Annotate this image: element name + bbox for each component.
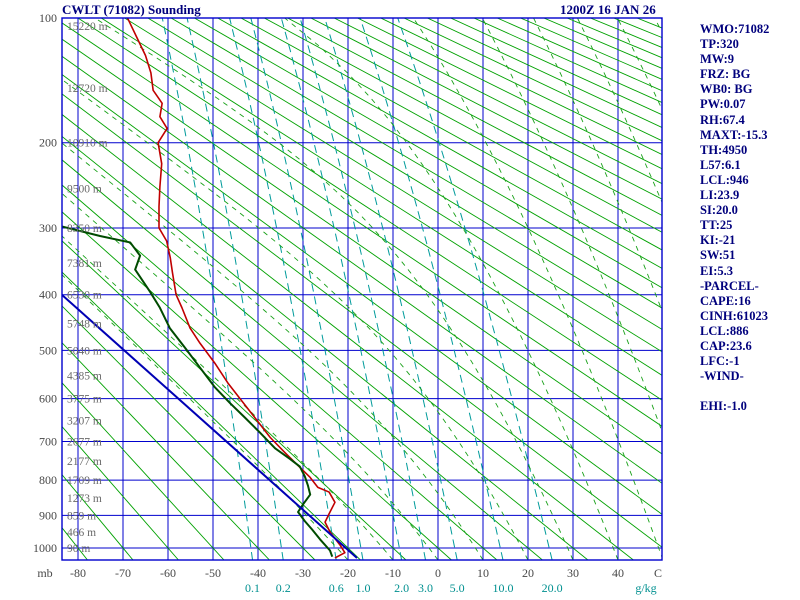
stat-line: SW:51	[700, 248, 736, 263]
tick-label: -30	[295, 566, 311, 580]
tick-label: 200	[39, 136, 57, 150]
tick-label: 30	[567, 566, 579, 580]
tick-label: -40	[250, 566, 266, 580]
teal-label: 0.1	[245, 581, 260, 595]
stat-line: RH:67.4	[700, 112, 745, 127]
tick-label: 0	[435, 566, 441, 580]
chart-datetime: 1200Z 16 JAN 26	[560, 2, 656, 17]
tick-label: 40	[612, 566, 624, 580]
stat-line: MW:9	[700, 52, 735, 67]
height-label: 9500 m	[67, 183, 102, 195]
tick-label: 20	[522, 566, 534, 580]
height-label: 3207 m	[67, 416, 102, 428]
stat-line: MAXT:-15.3	[700, 127, 768, 142]
tick-label: 300	[39, 221, 57, 235]
mixing-ratio-lines	[161, 18, 553, 560]
height-label: 3775 m	[67, 394, 102, 406]
teal-label: 0.6	[329, 581, 344, 595]
teal-label: 5.0	[450, 581, 465, 595]
height-label: 7381 m	[67, 258, 102, 270]
tick-label: 600	[39, 392, 57, 406]
height-label: 2677 m	[67, 436, 102, 448]
tick-label: 500	[39, 343, 57, 357]
teal-label: 0.2	[276, 581, 291, 595]
stat-line: FRZ: BG	[700, 67, 751, 82]
stat-line: LCL:946	[700, 172, 749, 187]
stat-line: L57:6.1	[700, 157, 741, 172]
teal-label: 3.0	[418, 581, 433, 595]
tick-label: -60	[160, 566, 176, 580]
height-label: 1273 m	[67, 493, 102, 505]
tick-label: 800	[39, 473, 57, 487]
height-label: 2177 m	[67, 456, 102, 468]
indices-panel: WMO:71082 TP:320 MW:9 FRZ: BG WB0: BG PW:0.07…	[700, 22, 798, 414]
height-label: 4385 m	[67, 370, 102, 382]
stat-line: PW:0.07	[700, 97, 746, 112]
tick-label: -80	[70, 566, 86, 580]
teal-label: 2.0	[394, 581, 409, 595]
dewpoint-trace	[62, 225, 334, 558]
height-label: 12720 m	[67, 83, 108, 95]
stat-line: LFC:-1	[700, 354, 740, 369]
stat-line: SI:20.0	[700, 203, 738, 218]
height-label: 5748 m	[67, 319, 102, 331]
teal-label: 1.0	[355, 581, 370, 595]
teal-label: 10.0	[492, 581, 513, 595]
stat-line: CAPE:16	[700, 293, 751, 308]
temperature-trace	[126, 18, 346, 559]
stat-line: WMO:71082	[700, 22, 770, 36]
tick-label: 700	[39, 434, 57, 448]
stat-line: KI:-21	[700, 233, 736, 248]
height-label: 8350 m	[67, 223, 102, 235]
height-label: 1709 m	[67, 475, 102, 487]
stat-line: LCL:886	[700, 323, 749, 338]
chart-title: CWLT (71082) Sounding	[62, 2, 201, 17]
tick-label: -20	[340, 566, 356, 580]
stat-line: CINH:61023	[700, 308, 769, 323]
height-label: 90 m	[67, 543, 90, 555]
stat-line: EI:5.3	[700, 263, 733, 278]
profile-traces	[62, 18, 358, 559]
stat-line: TH:4950	[700, 142, 748, 157]
tick-label: -50	[205, 566, 221, 580]
tick-label: 900	[39, 508, 57, 522]
teal-label: 20.0	[542, 581, 563, 595]
parcel-trace	[62, 293, 358, 559]
stat-line: -WIND-	[700, 369, 744, 384]
height-label: 5040 m	[67, 345, 102, 357]
tick-label: -70	[115, 566, 131, 580]
tick-label: 10	[477, 566, 489, 580]
stat-line: EHI:-1.0	[700, 399, 747, 414]
height-label: 859 m	[67, 510, 96, 522]
stat-line: -PARCEL-	[700, 278, 759, 293]
stat-line: LI:23.9	[700, 188, 740, 203]
tick-label: C	[654, 566, 662, 580]
teal-label: g/kg	[635, 581, 656, 595]
tick-label: 400	[39, 288, 57, 302]
height-label: 10910 m	[67, 138, 108, 150]
height-label: 15220 m	[67, 21, 108, 33]
tick-label: mb	[37, 566, 52, 580]
tick-label: -10	[385, 566, 401, 580]
height-label: 6530 m	[67, 290, 102, 302]
stat-line: CAP:23.6	[700, 338, 752, 353]
tick-label: 100	[39, 11, 57, 25]
stat-line	[700, 384, 798, 399]
stat-line: WB0: BG	[700, 82, 753, 97]
moist-adiabats	[62, 18, 662, 560]
stat-line: TT:25	[700, 218, 733, 233]
height-label: 466 m	[67, 527, 96, 539]
tick-label: 1000	[33, 541, 57, 555]
stat-line: TP:320	[700, 37, 739, 52]
